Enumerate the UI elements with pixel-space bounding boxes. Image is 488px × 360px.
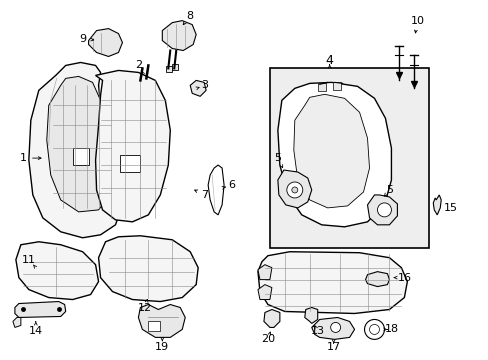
Polygon shape [16,242,99,300]
Text: 19: 19 [155,342,169,352]
Circle shape [364,319,384,339]
Circle shape [377,203,390,217]
Polygon shape [311,318,354,339]
Polygon shape [258,285,271,300]
Polygon shape [365,272,388,287]
Polygon shape [13,318,21,328]
Polygon shape [148,321,160,332]
Polygon shape [264,310,279,328]
Text: 6: 6 [228,180,235,190]
Polygon shape [277,82,390,227]
Polygon shape [269,68,428,248]
Circle shape [369,324,379,334]
Polygon shape [99,236,198,302]
Text: 13: 13 [310,327,324,336]
Text: 8: 8 [186,11,193,21]
Text: 11: 11 [22,255,36,265]
Polygon shape [162,21,196,50]
Polygon shape [29,62,122,238]
Polygon shape [304,307,317,323]
Polygon shape [166,67,172,72]
Polygon shape [95,71,170,222]
Polygon shape [190,80,206,96]
Polygon shape [432,195,440,215]
Text: 2: 2 [135,60,142,71]
Text: 18: 18 [384,324,398,334]
Text: 1: 1 [20,153,26,163]
Circle shape [291,187,297,193]
Polygon shape [138,305,185,337]
Text: 7: 7 [201,190,208,200]
Text: 14: 14 [29,327,43,336]
Text: 9: 9 [79,33,86,44]
Polygon shape [88,28,122,57]
Text: 12: 12 [138,302,152,312]
Text: 16: 16 [397,273,410,283]
Polygon shape [332,82,340,90]
Polygon shape [120,155,140,172]
Polygon shape [47,76,112,212]
Text: 3: 3 [201,80,208,90]
Text: 5: 5 [385,185,392,195]
Circle shape [330,323,340,332]
Polygon shape [172,64,178,71]
Polygon shape [258,252,407,314]
Circle shape [286,182,302,198]
Polygon shape [73,148,88,165]
Polygon shape [277,170,311,208]
Text: 15: 15 [443,203,457,213]
Text: 17: 17 [326,342,340,352]
Polygon shape [367,195,397,225]
Text: 10: 10 [409,15,424,26]
Polygon shape [258,265,271,280]
Polygon shape [293,94,369,208]
Text: 5: 5 [274,153,281,163]
Polygon shape [15,302,65,318]
Text: 20: 20 [260,334,274,345]
Polygon shape [317,84,325,91]
Polygon shape [208,165,224,215]
Text: 4: 4 [325,54,333,67]
